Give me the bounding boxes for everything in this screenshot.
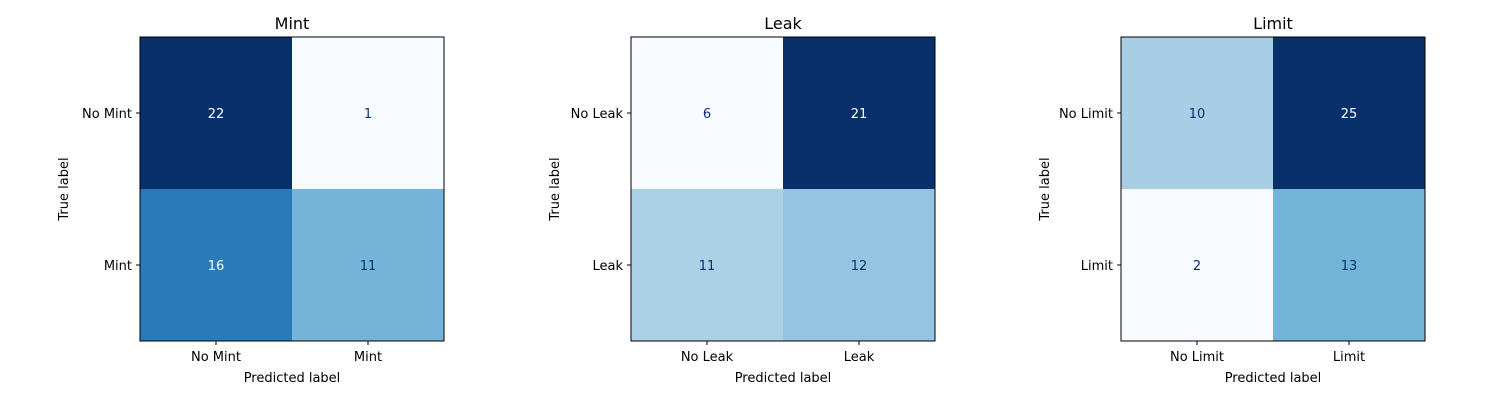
- heatmap-cell: [1273, 37, 1425, 189]
- chart-title: Limit: [1253, 14, 1293, 33]
- y-tick-label: Limit: [1081, 259, 1113, 274]
- heatmap-cell: [140, 189, 292, 341]
- axes-frame: [630, 36, 936, 342]
- cell-value-label: 10: [1189, 107, 1206, 122]
- x-tick-label: Limit: [1333, 350, 1365, 365]
- y-axis-label: True label: [1038, 157, 1053, 221]
- heatmap-cell: [140, 37, 292, 189]
- heatmap-cell: [292, 189, 444, 341]
- y-tick-label: Mint: [104, 259, 132, 274]
- axes-frame: [139, 36, 445, 342]
- cell-value-label: 6: [703, 107, 711, 122]
- x-tick-label: No Limit: [1170, 350, 1224, 365]
- cell-value-label: 11: [699, 259, 716, 274]
- y-tick-label: No Leak: [571, 107, 624, 122]
- x-axis-label: Predicted label: [735, 371, 832, 386]
- chart-title: Mint: [275, 14, 310, 33]
- chart-title: Leak: [764, 14, 802, 33]
- cell-value-label: 25: [1341, 107, 1358, 122]
- cell-value-label: 1: [364, 107, 372, 122]
- cell-value-label: 22: [208, 107, 225, 122]
- chart-panel-1: 22 1 16 11 Mint No Mint Mint No Mint Mint Predict…: [57, 14, 445, 386]
- y-tick-label: Leak: [592, 259, 623, 274]
- cell-value-label: 13: [1341, 259, 1358, 274]
- x-tick-label: No Leak: [681, 350, 734, 365]
- cell-value-label: 21: [851, 107, 868, 122]
- heatmap-cell: [1121, 37, 1273, 189]
- axes-frame: [1120, 36, 1426, 342]
- cell-value-label: 2: [1193, 259, 1201, 274]
- chart-panel-2: 6 21 11 12 Leak No Leak Leak No Leak Leak Predict…: [548, 14, 936, 386]
- y-tick-label: No Limit: [1059, 107, 1113, 122]
- cell-value-label: 16: [208, 259, 225, 274]
- heatmap-cell: [631, 37, 783, 189]
- heatmap-cell: [1121, 189, 1273, 341]
- x-axis-label: Predicted label: [244, 371, 341, 386]
- y-axis-label: True label: [548, 157, 563, 221]
- y-tick-label: No Mint: [82, 107, 132, 122]
- cell-value-label: 12: [851, 259, 868, 274]
- heatmap-cell: [783, 189, 935, 341]
- heatmap-cell: [783, 37, 935, 189]
- heatmap-cell: [292, 37, 444, 189]
- chart-panel-3: 10 25 2 13 Limit No Limit Limit No Limit Limit Pr…: [1038, 14, 1426, 386]
- heatmap-cell: [1273, 189, 1425, 341]
- cell-value-label: 11: [360, 259, 377, 274]
- y-axis-label: True label: [57, 157, 72, 221]
- x-tick-label: Mint: [354, 350, 382, 365]
- heatmap-cell: [631, 189, 783, 341]
- x-tick-label: Leak: [844, 350, 875, 365]
- x-tick-label: No Mint: [191, 350, 241, 365]
- x-axis-label: Predicted label: [1225, 371, 1322, 386]
